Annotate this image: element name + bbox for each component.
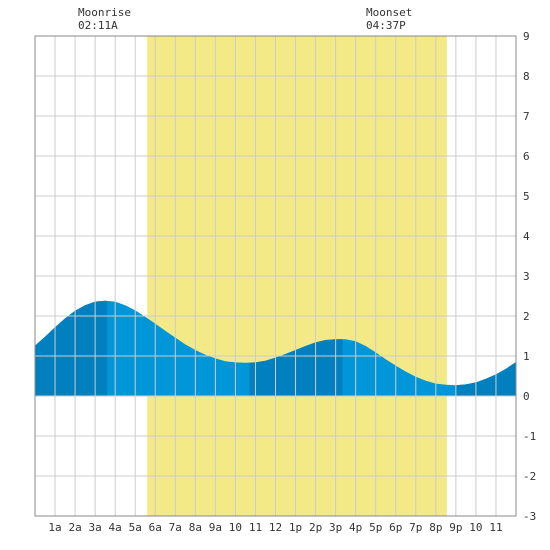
x-tick-label: 1a (48, 521, 61, 534)
x-tick-label: 3p (329, 521, 342, 534)
y-tick-label: 5 (523, 190, 530, 203)
y-tick-label: 1 (523, 350, 530, 363)
x-tick-label: 2a (68, 521, 81, 534)
x-tick-label: 6a (149, 521, 162, 534)
y-tick-label: 0 (523, 390, 530, 403)
plot-frame (34, 35, 517, 517)
moonset-time: 04:37P (366, 19, 406, 32)
x-axis-tick-labels: 1a 2a 3a 4a 5a 6a 7a 8a 9a 10 11 12 1p 2p 3p 4p 5p 6p 7p 8p… (48, 521, 502, 534)
y-tick-label: 9 (523, 30, 530, 43)
x-tick-label: 8a (189, 521, 202, 534)
y-axis-tick-labels: -3 -2 -1 0 1 2 3 4 5 6 7 8 9 (523, 30, 536, 523)
tide-area-shade-1 (35, 300, 108, 396)
x-tick-label: 4a (109, 521, 122, 534)
x-tick-label: 3a (89, 521, 102, 534)
x-tick-label: 7p (409, 521, 422, 534)
moonrise-label: Moonrise (78, 6, 131, 19)
x-tick-label: 1p (289, 521, 302, 534)
y-tick-label: 7 (523, 110, 530, 123)
x-tick-label: 4p (349, 521, 362, 534)
x-tick-label: 5a (129, 521, 142, 534)
y-tick-label: -2 (523, 470, 536, 483)
y-tick-label: 3 (523, 270, 530, 283)
tide-area-shade-2 (249, 339, 343, 396)
x-tick-label: 2p (309, 521, 322, 534)
x-tick-label: 10 (229, 521, 242, 534)
x-tick-label: 5p (369, 521, 382, 534)
tide-area-shade-3 (455, 362, 516, 396)
grid-lines (35, 36, 516, 516)
y-tick-label: 6 (523, 150, 530, 163)
x-tick-label: 10 (469, 521, 482, 534)
y-tick-label: 2 (523, 310, 530, 323)
moonrise-time: 02:11A (78, 19, 118, 32)
y-tick-label: 8 (523, 70, 530, 83)
x-tick-label: 11 (489, 521, 502, 534)
y-tick-label: 4 (523, 230, 530, 243)
moonset-label: Moonset (366, 6, 412, 19)
y-tick-label: -3 (523, 510, 536, 523)
x-tick-label: 11 (249, 521, 262, 534)
x-tick-label: 9a (209, 521, 222, 534)
x-tick-label: 9p (449, 521, 462, 534)
x-tick-label: 6p (389, 521, 402, 534)
x-tick-label: 12 (269, 521, 282, 534)
x-tick-label: 7a (169, 521, 182, 534)
y-tick-label: -1 (523, 430, 536, 443)
x-tick-label: 8p (429, 521, 442, 534)
